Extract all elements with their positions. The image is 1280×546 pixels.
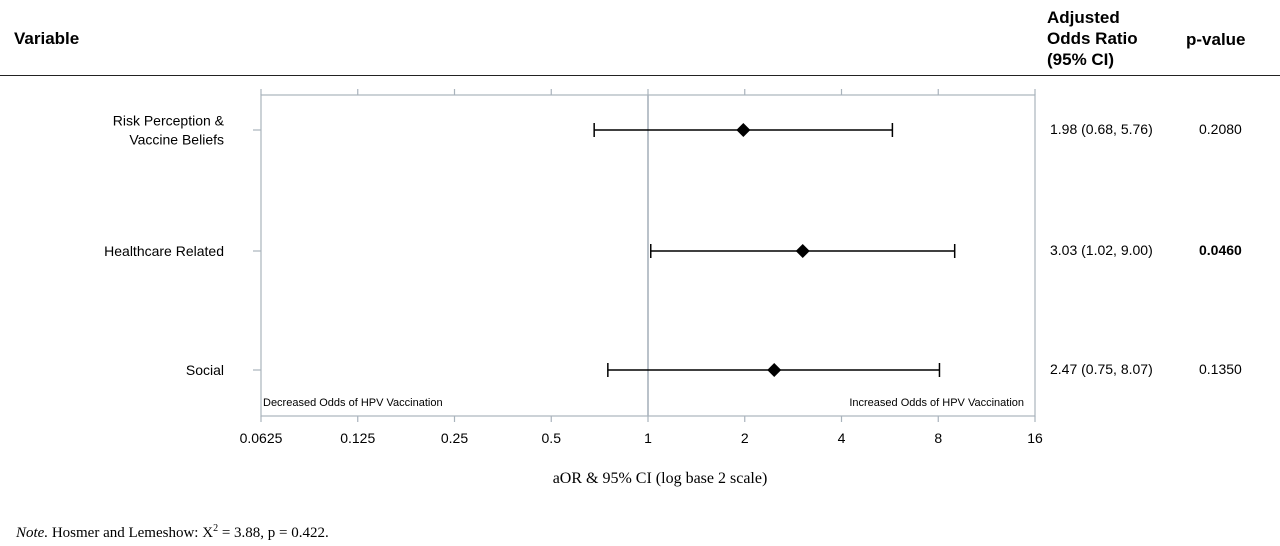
x-tick-label: 0.125 — [340, 430, 375, 446]
p-value: 0.2080 — [1199, 121, 1242, 137]
estimate-marker — [795, 244, 810, 258]
row-label: Social — [186, 362, 224, 378]
x-tick-label: 2 — [741, 430, 749, 446]
header-p-value: p-value — [1186, 30, 1246, 49]
x-tick-label: 0.25 — [441, 430, 468, 446]
x-tick-label: 8 — [934, 430, 942, 446]
note-superscript: 2 — [213, 523, 219, 534]
header-variable: Variable — [14, 29, 80, 48]
estimate-marker — [767, 363, 782, 377]
row-label: Healthcare Related — [104, 243, 224, 259]
x-axis-label: aOR & 95% CI (log base 2 scale) — [553, 470, 768, 487]
estimate-marker — [736, 123, 751, 137]
annotation-decreased-odds: Decreased Odds of HPV Vaccination — [263, 397, 443, 409]
x-tick-label: 16 — [1027, 430, 1043, 446]
header-rule — [0, 75, 1280, 76]
note-text-before: Hosmer and Lemeshow: X — [48, 525, 214, 541]
x-tick-label: 0.5 — [542, 430, 562, 446]
note-label: Note. — [16, 525, 49, 541]
header-aor-line2: Odds Ratio — [1047, 29, 1138, 48]
annotation-increased-odds: Increased Odds of HPV Vaccination — [849, 397, 1024, 409]
row-label: Vaccine Beliefs — [129, 132, 224, 148]
footnote: Note. Hosmer and Lemeshow: X2 = 3.88, p … — [16, 523, 329, 542]
aor-ci-value: 1.98 (0.68, 5.76) — [1050, 121, 1153, 137]
x-tick-label: 0.0625 — [240, 430, 283, 446]
p-value: 0.0460 — [1199, 242, 1242, 258]
row-label: Risk Perception & — [113, 113, 225, 129]
header-aor-line3: (95% CI) — [1047, 50, 1115, 69]
x-tick-label: 1 — [644, 430, 652, 446]
aor-ci-value: 2.47 (0.75, 8.07) — [1050, 361, 1153, 377]
note-text-after: = 3.88, p = 0.422. — [218, 525, 329, 541]
p-value: 0.1350 — [1199, 361, 1242, 377]
header-aor-line1: Adjusted — [1047, 8, 1120, 27]
header-adjusted-odds-ratio: Adjusted Odds Ratio (95% CI) — [1047, 7, 1157, 70]
x-tick-label: 4 — [838, 430, 846, 446]
aor-ci-value: 3.03 (1.02, 9.00) — [1050, 242, 1153, 258]
